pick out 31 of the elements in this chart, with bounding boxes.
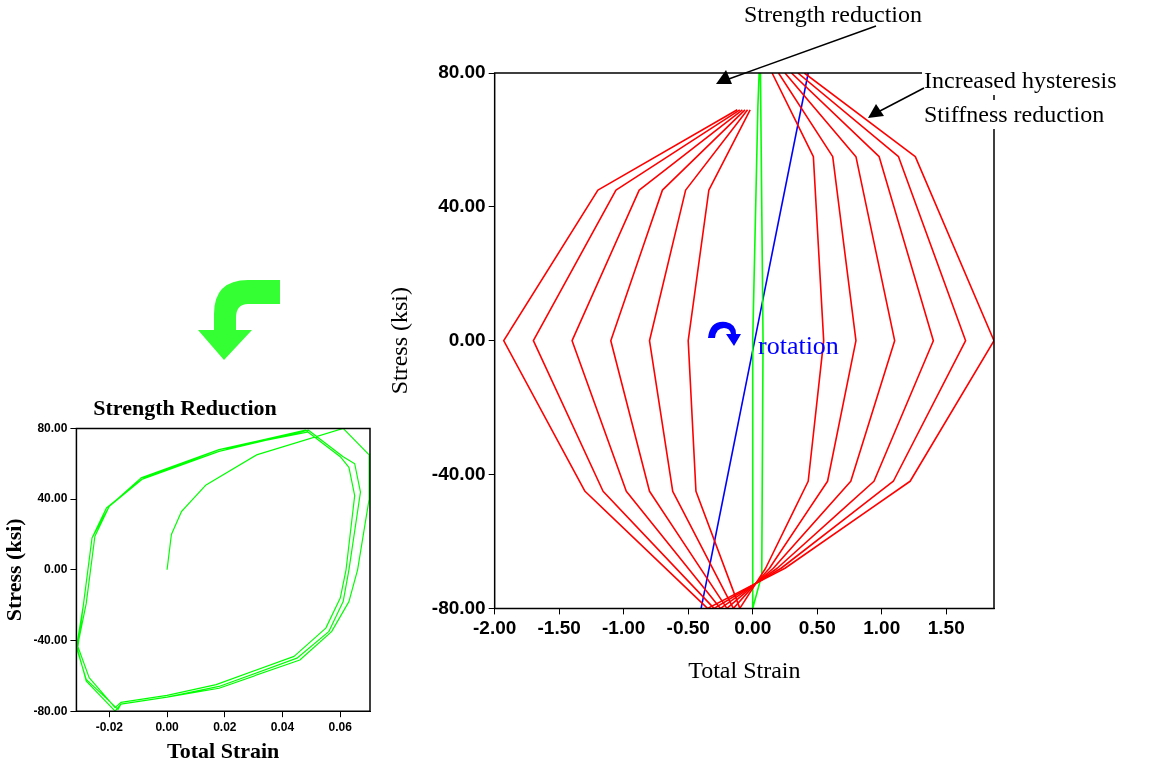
- x-tick-label: 0.00: [155, 719, 180, 734]
- x-tick-label: 1.00: [863, 617, 901, 639]
- y-axis-title: Stress (ksi): [0, 518, 26, 622]
- x-tick-label: 1.50: [927, 617, 965, 639]
- y-tick-label: 0.00: [44, 562, 68, 577]
- x-tick-label: -1.50: [537, 617, 581, 639]
- x-tick-label: 0.50: [798, 617, 836, 639]
- y-tick-label: 80.00: [438, 61, 486, 83]
- annotation: Increased hysteresis: [922, 66, 1119, 95]
- x-axis-title: Total Strain: [688, 656, 801, 683]
- x-axis-title: Total Strain: [167, 738, 280, 764]
- text: Strength reduction: [743, 0, 923, 29]
- y-tick-label: 80.00: [37, 420, 68, 435]
- x-tick-label: -1.00: [602, 617, 646, 639]
- x-tick-label: 0.02: [213, 719, 237, 734]
- y-tick-label: -40.00: [431, 462, 486, 484]
- y-tick-label: 40.00: [37, 491, 68, 506]
- y-tick-label: 40.00: [438, 195, 486, 217]
- x-tick-label: 0.04: [270, 719, 295, 734]
- x-tick-label: 0.06: [328, 719, 353, 734]
- y-tick-label: -40.00: [33, 632, 68, 647]
- y-axis-title: Stress (ksi): [385, 287, 412, 395]
- x-tick-label: -0.02: [95, 719, 124, 734]
- annotation: Stiffness reduction: [922, 100, 1107, 129]
- x-tick-label: -2.00: [473, 617, 517, 639]
- chart-title: Strength Reduction: [93, 394, 277, 420]
- y-tick-label: 0.00: [448, 328, 486, 350]
- x-tick-label: 0.00: [734, 617, 772, 639]
- y-tick-label: -80.00: [431, 596, 486, 618]
- y-tick-label: -80.00: [33, 703, 68, 718]
- x-tick-label: -0.50: [666, 617, 710, 639]
